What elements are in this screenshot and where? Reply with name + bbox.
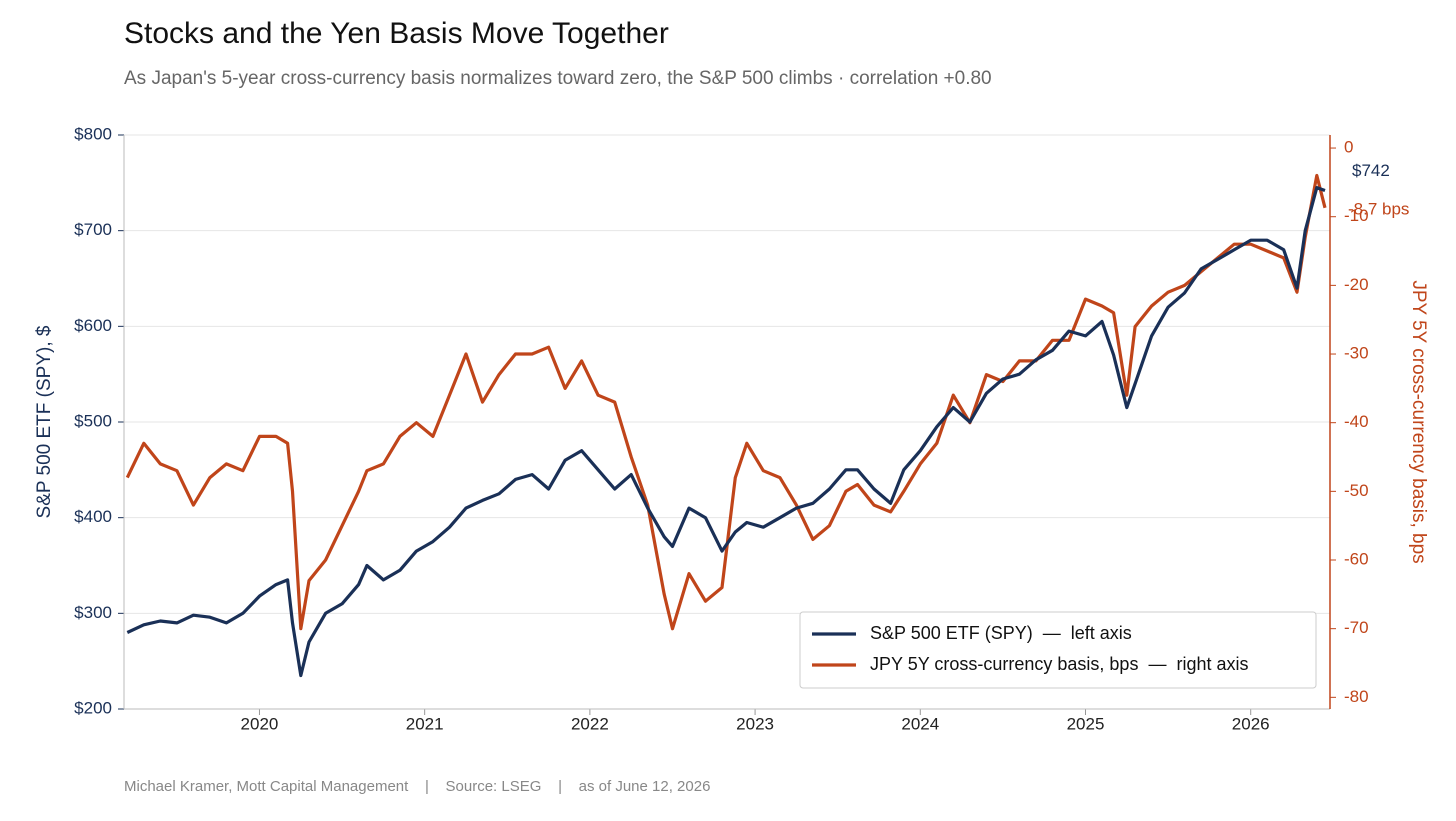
y-axis-label: S&P 500 ETF (SPY), $ <box>34 325 55 518</box>
y-tick-label: $800 <box>74 124 112 143</box>
x-tick-label: 2024 <box>901 714 939 733</box>
legend-label: S&P 500 ETF (SPY) — left axis <box>870 623 1132 643</box>
chart-title: Stocks and the Yen Basis Move Together <box>124 17 669 50</box>
y2-axis-label: JPY 5Y cross-currency basis, bps <box>1408 280 1429 563</box>
y-tick-label: $500 <box>74 411 112 430</box>
y2-tick-label: 0 <box>1344 138 1353 157</box>
y-tick-label: $300 <box>74 603 112 622</box>
y2-tick-label: -60 <box>1344 549 1369 568</box>
y2-tick-label: -40 <box>1344 412 1369 431</box>
legend-box <box>799 611 1317 689</box>
y-tick-label: $600 <box>74 316 112 335</box>
x-tick-label: 2020 <box>241 714 279 733</box>
x-tick-label: 2022 <box>571 714 609 733</box>
x-tick-label: 2026 <box>1232 714 1270 733</box>
end-label: -8.7 bps <box>1348 199 1409 218</box>
series-line <box>126 186 1326 678</box>
chart-subtitle: As Japan's 5-year cross-currency basis n… <box>124 68 992 89</box>
y2-tick-label: -10 <box>1344 206 1369 225</box>
end-label: $742 <box>1352 161 1390 180</box>
legend-label: JPY 5Y cross-currency basis, bps — right… <box>870 654 1248 674</box>
y-tick-label: $200 <box>74 698 112 717</box>
y2-tick-label: -70 <box>1344 618 1369 637</box>
footer: Michael Kramer, Mott Capital Management … <box>124 778 710 795</box>
x-tick-label: 2021 <box>406 714 444 733</box>
x-tick-label: 2023 <box>736 714 774 733</box>
x-tick-label: 2025 <box>1067 714 1105 733</box>
y-tick-label: $400 <box>74 507 112 526</box>
y-tick-label: $700 <box>74 220 112 239</box>
y2-tick-label: -30 <box>1344 344 1369 363</box>
y2-tick-label: -50 <box>1344 481 1369 500</box>
y2-tick-label: -80 <box>1344 687 1369 706</box>
series-line <box>125 173 1327 631</box>
y2-tick-label: -20 <box>1344 275 1369 294</box>
